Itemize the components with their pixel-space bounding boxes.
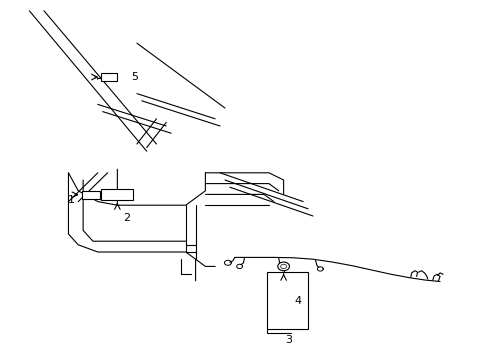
Bar [101,189,133,200]
Bar [266,272,307,329]
Bar [81,191,100,199]
Circle shape [280,264,286,269]
Text: 1: 1 [67,195,74,205]
Text: 5: 5 [131,72,138,82]
Text: 3: 3 [285,335,291,345]
Text: 2: 2 [123,213,130,223]
Text: 4: 4 [294,296,301,306]
Bar [101,73,117,81]
Circle shape [277,262,289,271]
